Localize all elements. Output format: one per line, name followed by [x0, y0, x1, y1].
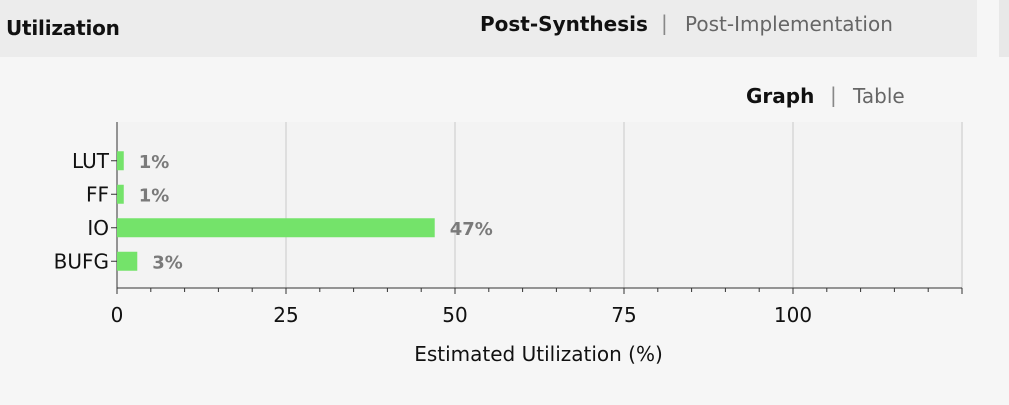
bar-lut: [117, 151, 124, 171]
view-tab-graph[interactable]: Graph: [746, 84, 815, 108]
bar-bufg: [117, 251, 138, 271]
y-tick-label: LUT: [72, 149, 110, 173]
y-tick-label: IO: [87, 216, 109, 240]
data-label: 1%: [139, 152, 170, 173]
view-tab-table[interactable]: Table: [853, 84, 905, 108]
bar-io: [117, 218, 435, 238]
x-tick-label: 75: [611, 303, 636, 327]
tab-separator: |: [661, 11, 668, 35]
view-tab-separator: |: [830, 83, 837, 107]
scrollbar-track[interactable]: [999, 0, 1009, 57]
data-label: 47%: [450, 219, 493, 240]
bar-ff: [117, 184, 124, 204]
data-label: 1%: [139, 185, 170, 206]
utilization-header: [0, 0, 977, 57]
data-label: 3%: [152, 252, 183, 273]
y-tick-label: BUFG: [54, 249, 109, 273]
plot-area: [117, 122, 963, 288]
panel-title: Utilization: [6, 16, 120, 40]
y-tick-label: FF: [86, 182, 109, 206]
tab-post-synthesis[interactable]: Post-Synthesis: [480, 12, 648, 36]
tab-post-implementation[interactable]: Post-Implementation: [685, 12, 893, 36]
x-tick-label: 100: [774, 303, 812, 327]
x-axis-label: Estimated Utilization (%): [414, 342, 663, 366]
x-tick-label: 50: [442, 303, 467, 327]
x-tick-label: 25: [273, 303, 298, 327]
x-tick-label: 0: [111, 303, 124, 327]
